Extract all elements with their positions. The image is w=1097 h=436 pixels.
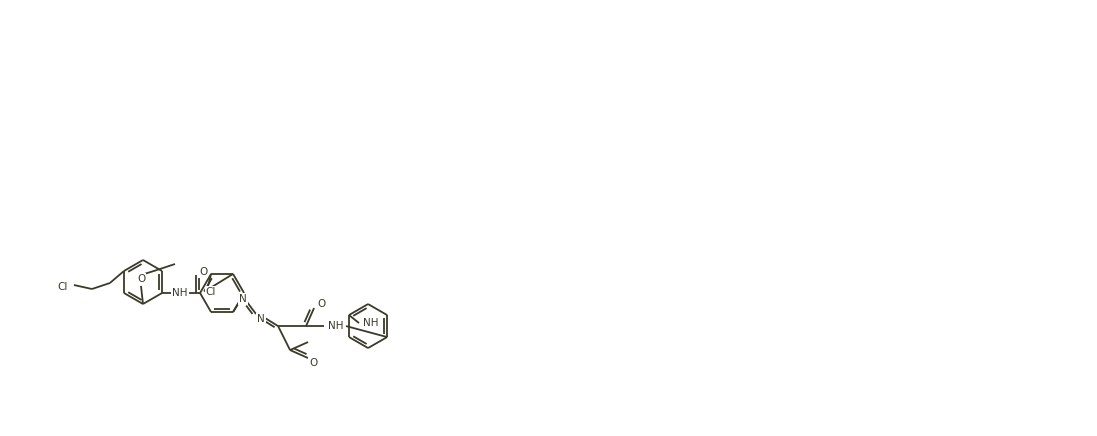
Text: N: N — [239, 294, 247, 304]
Text: O: O — [309, 358, 317, 368]
Text: O: O — [137, 274, 145, 284]
Text: N: N — [257, 314, 265, 324]
Text: NH: NH — [328, 321, 343, 331]
Text: Cl: Cl — [206, 287, 216, 297]
Text: Cl: Cl — [58, 282, 68, 292]
Text: O: O — [317, 299, 325, 309]
Text: O: O — [199, 267, 207, 277]
Text: NH: NH — [363, 318, 378, 328]
Text: NH: NH — [172, 288, 188, 298]
